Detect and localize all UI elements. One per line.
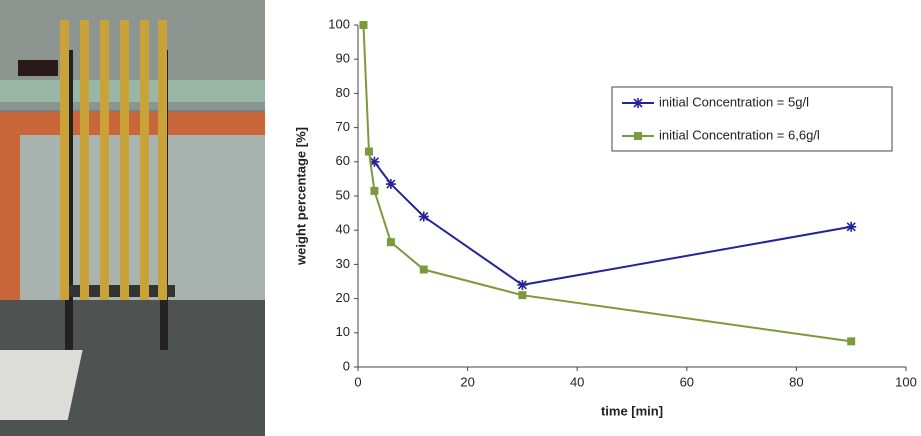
x-tick-label: 60	[680, 374, 694, 389]
point	[517, 279, 528, 290]
y-tick-label: 10	[336, 324, 350, 339]
y-tick-label: 0	[343, 358, 350, 373]
y-tick-label: 40	[336, 222, 350, 237]
x-tick-label: 100	[895, 374, 917, 389]
y-tick-label: 90	[336, 51, 350, 66]
point	[370, 186, 379, 195]
point	[364, 147, 373, 156]
series-line	[362, 24, 852, 343]
y-tick-label: 80	[336, 85, 350, 100]
y-tick-label: 60	[336, 153, 350, 168]
legend	[611, 86, 893, 152]
series-line	[373, 161, 852, 286]
x-tick-label: 40	[570, 374, 584, 389]
point	[518, 291, 527, 300]
legend-label: initial Concentration = 6,6g/l	[659, 127, 820, 142]
legend-marker	[634, 132, 642, 140]
x-tick-label: 0	[354, 374, 361, 389]
point	[419, 265, 428, 274]
legend-marker	[633, 98, 643, 108]
y-tick-label: 100	[328, 16, 350, 31]
point	[846, 221, 857, 232]
y-axis-label: weight percentage [%]	[293, 127, 308, 266]
point	[385, 179, 396, 190]
point	[418, 211, 429, 222]
point	[847, 337, 856, 346]
y-tick-label: 20	[336, 290, 350, 305]
y-tick-label: 70	[336, 119, 350, 134]
x-axis-label: time [min]	[601, 403, 663, 418]
point	[386, 238, 395, 247]
x-tick-label: 20	[460, 374, 474, 389]
y-tick-label: 50	[336, 187, 350, 202]
legend-label: initial Concentration = 5g/l	[659, 94, 809, 109]
x-tick-label: 80	[789, 374, 803, 389]
y-tick-label: 30	[336, 256, 350, 271]
point	[359, 21, 368, 29]
photo	[0, 0, 265, 436]
